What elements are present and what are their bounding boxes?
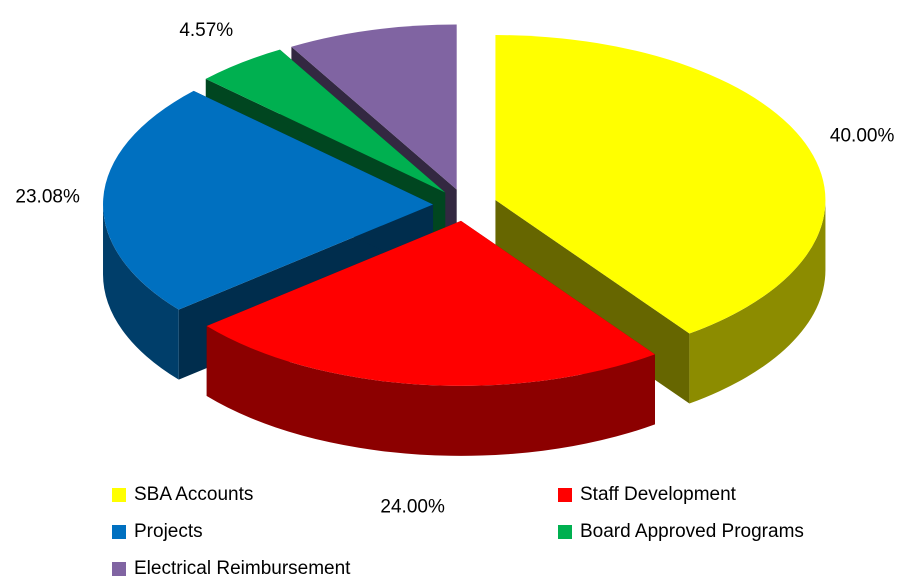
slice-top bbox=[103, 90, 434, 310]
slice-top bbox=[495, 35, 826, 334]
legend-label: Projects bbox=[134, 521, 203, 542]
slice-side bbox=[206, 326, 655, 456]
slice-top bbox=[291, 24, 457, 190]
data-label: 24.00% bbox=[380, 496, 445, 517]
legend-label: Electrical Reimbursement bbox=[134, 558, 351, 579]
legend-label: SBA Accounts bbox=[134, 484, 253, 505]
data-label: 23.08% bbox=[15, 186, 80, 207]
legend-swatch bbox=[112, 488, 126, 502]
data-label: 4.57% bbox=[179, 20, 233, 41]
legend-label: Board Approved Programs bbox=[580, 521, 804, 542]
pie-slice bbox=[206, 220, 655, 456]
legend-swatch bbox=[558, 525, 572, 539]
slice-top bbox=[206, 220, 655, 386]
legend-swatch bbox=[112, 562, 126, 576]
data-label: 8.35% bbox=[330, 0, 384, 1]
legend-label: Staff Development bbox=[580, 484, 737, 505]
slice-top bbox=[205, 49, 446, 193]
slice-side bbox=[689, 200, 826, 404]
slice-side bbox=[103, 204, 179, 380]
legend-swatch bbox=[112, 525, 126, 539]
legend-swatch bbox=[558, 488, 572, 502]
data-label: 40.00% bbox=[830, 125, 895, 146]
